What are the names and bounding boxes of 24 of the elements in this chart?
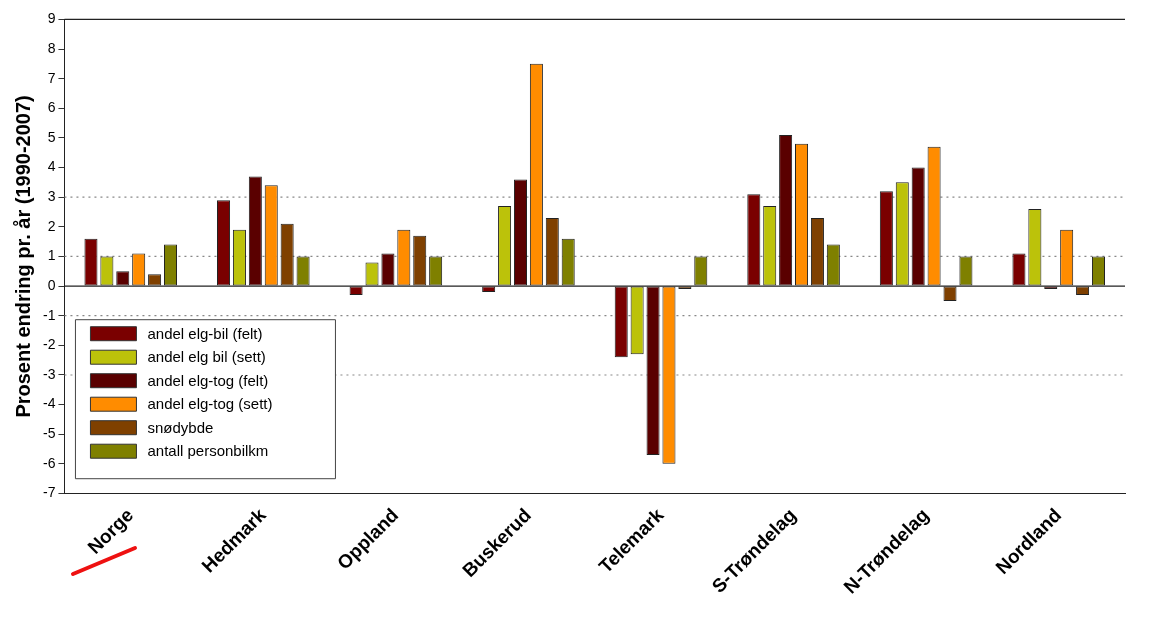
y-tick-label: 0 xyxy=(47,276,56,293)
y-tick-label: 3 xyxy=(47,188,56,205)
y-tick-label: -7 xyxy=(43,484,56,501)
legend-label: andel elg-tog (sett) xyxy=(147,395,273,413)
legend-label: andel elg-tog (felt) xyxy=(147,371,269,389)
y-tick-label: 9 xyxy=(47,10,56,27)
y-tick-label: 2 xyxy=(47,217,56,234)
y-axis-title: Prosent endring pr. år (1990-2007) xyxy=(11,95,34,418)
y-tick-label: -2 xyxy=(43,336,56,353)
y-tick-label: 8 xyxy=(47,39,56,56)
y-tick-label: -3 xyxy=(43,365,56,382)
y-tick-label: -5 xyxy=(43,425,56,442)
y-tick-label: 7 xyxy=(47,69,56,86)
legend-label: andel elg-bil (felt) xyxy=(147,324,263,342)
y-tick-label: 4 xyxy=(47,158,56,175)
y-tick-label: 5 xyxy=(47,128,56,145)
y-tick-label: -6 xyxy=(43,454,56,471)
y-tick-label: -4 xyxy=(43,395,56,412)
y-tick-label: 6 xyxy=(47,99,56,116)
legend-label: snødybde xyxy=(147,418,214,436)
legend-label: andel elg bil (sett) xyxy=(147,348,266,366)
y-tick-label: 1 xyxy=(47,247,56,264)
legend-label: antall personbilkm xyxy=(147,442,269,460)
y-tick-label: -1 xyxy=(43,306,56,323)
